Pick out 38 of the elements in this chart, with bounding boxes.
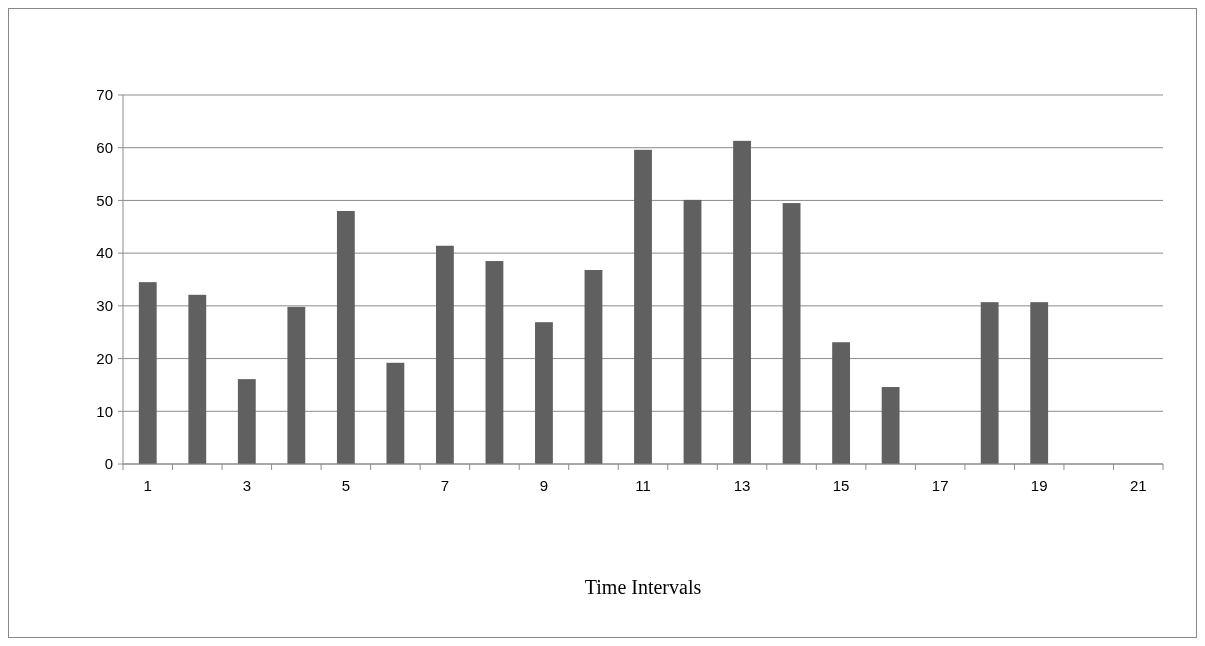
bar xyxy=(584,270,603,464)
bar xyxy=(287,306,306,464)
bar xyxy=(683,199,702,464)
bar xyxy=(832,342,851,464)
y-tick-label: 0 xyxy=(104,455,113,473)
bar xyxy=(881,387,900,464)
x-axis-title: Time Intervals xyxy=(584,576,702,598)
bar xyxy=(336,210,355,464)
bar xyxy=(980,302,999,464)
bar xyxy=(188,294,207,464)
x-tick-label: 17 xyxy=(931,477,949,494)
x-tick-label: 19 xyxy=(1030,477,1048,494)
bar xyxy=(733,140,751,464)
x-tick-label: 5 xyxy=(341,477,351,494)
y-tick-label: 60 xyxy=(96,138,113,156)
bar xyxy=(1030,302,1049,464)
bar xyxy=(237,379,256,464)
bar xyxy=(138,282,157,464)
y-tick-label: 20 xyxy=(96,349,113,367)
bar xyxy=(485,261,504,464)
y-tick-label: 50 xyxy=(96,191,113,209)
x-tick-label: 1 xyxy=(143,477,152,494)
bar xyxy=(386,362,405,464)
bar xyxy=(435,245,454,464)
x-tick-label: 3 xyxy=(242,477,251,494)
y-tick-label: 40 xyxy=(96,244,113,262)
bar xyxy=(782,203,801,464)
bar xyxy=(535,322,553,464)
y-tick-label: 30 xyxy=(96,297,113,315)
bar xyxy=(634,149,652,464)
y-tick-label: 10 xyxy=(96,402,113,420)
x-tick-label: 9 xyxy=(539,477,549,494)
x-tick-label: 13 xyxy=(733,477,751,494)
y-tick-label: 70 xyxy=(96,86,113,104)
x-tick-label: 21 xyxy=(1129,477,1147,494)
x-tick-label: 7 xyxy=(440,477,450,494)
x-tick-label: 11 xyxy=(635,477,651,494)
x-tick-label: 15 xyxy=(832,477,850,494)
